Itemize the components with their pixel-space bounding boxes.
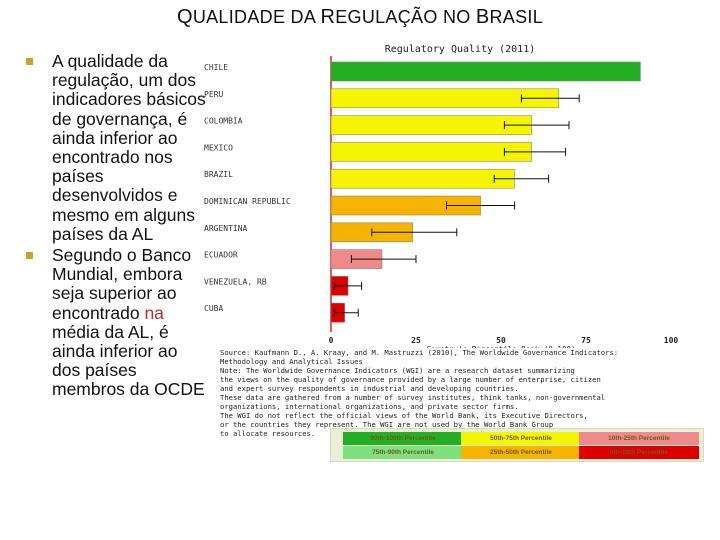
bullet-square-icon [26,58,33,65]
legend-item: 50th-75th Percentile [461,432,581,445]
chart-source-note: Source: Kaufmann D., A. Kraay, and M. Ma… [220,348,619,438]
bar [330,61,641,82]
title-letter: B [475,6,490,28]
bullet-highlight: na [144,302,164,323]
bar-chart: CHILE PERU COLOMBIA MEXICO BRAZIL DOMINICAN R… [204,56,679,348]
legend-item: 0th-10th Percentile [579,446,699,459]
legend-item: 75th-90th Percentile [343,446,463,459]
category-label: PERU [204,90,223,99]
title-text: EGULAÇÃO NO [335,7,476,27]
bullet-text: Segundo o Banco Mundial, embora seja sup… [52,245,192,323]
x-tick-label: 75 [581,336,591,345]
category-label: CHILE [204,63,228,72]
slide-title: QUALIDADE DA REGULAÇÃO NO BRASIL [0,6,720,29]
category-label: ECUADOR [204,251,238,260]
category-label: VENEZUELA, RB [204,277,267,286]
category-label: BRAZIL [204,170,233,179]
category-label: CUBA [204,304,223,313]
category-label: MEXICO [204,143,233,152]
x-tick-label: 25 [411,336,421,345]
legend-item: 10th-25th Percentile [579,432,699,445]
bullet-text: A qualidade da regulação, um dos indicad… [52,51,206,244]
bullet-item: A qualidade da regulação, um dos indicad… [22,51,210,244]
legend-item: 25th-50th Percentile [461,446,581,459]
legend-item: 90th-100th Percentile [343,432,463,445]
category-label: DOMINICAN REPUBLIC [204,197,291,206]
bullet-list: A qualidade da regulação, um dos indicad… [22,51,210,402]
x-tick-label: 100 [664,336,679,345]
x-axis-label: Country's Percentile Rank (0-100) [426,345,575,348]
x-tick-label: 0 [329,336,334,345]
title-text: RASIL [489,7,544,27]
bullet-item: Segundo o Banco Mundial, embora seja sup… [22,245,210,400]
x-tick-label: 50 [496,336,506,345]
title-text: UALIDADE DA [192,7,321,27]
bar [330,168,515,189]
chart-title: Regulatory Quality (2011) [384,44,536,55]
category-label: ARGENTINA [204,224,248,233]
bullet-text: média da AL, é ainda inferior ao dos paí… [52,321,205,400]
title-letter: Q [176,6,193,28]
category-label: COLOMBIA [204,117,243,126]
bar [330,115,532,135]
bar [330,142,532,162]
title-letter: R [320,6,336,28]
bullet-square-icon [26,252,33,260]
chart-legend: 90th-100th Percentile 50th-75th Percentil… [330,428,704,462]
